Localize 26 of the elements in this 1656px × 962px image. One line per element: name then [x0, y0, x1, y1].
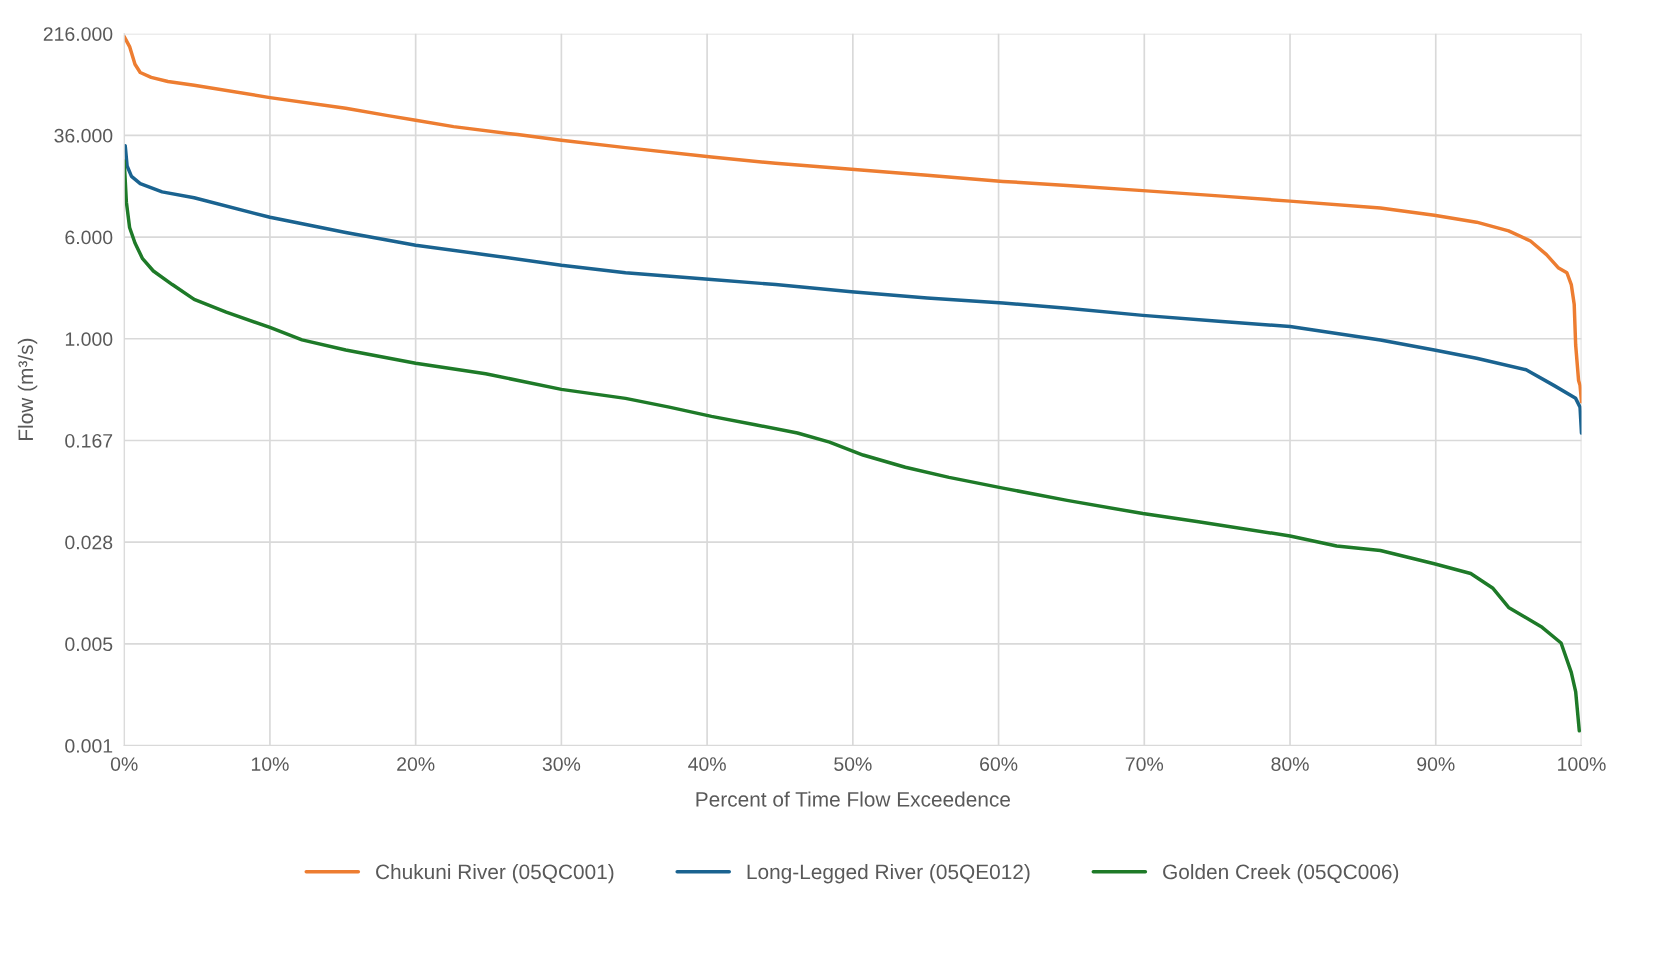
- y-axis-title: Flow (m³/s): [17, 338, 38, 440]
- x-tick-label: 20%: [397, 757, 435, 771]
- y-tick-label: 36.000: [54, 128, 113, 143]
- legend-label: Long-Legged River (05QE012): [747, 863, 1030, 884]
- x-tick-label: 100%: [1558, 757, 1606, 771]
- legend-label: Chukuni River (05QC001): [376, 863, 614, 884]
- line-series: [124, 143, 1582, 435]
- x-tick-label: 50%: [834, 757, 872, 771]
- x-tick-label: 80%: [1271, 757, 1309, 771]
- y-tick-label: 216.000: [43, 27, 113, 41]
- x-axis-title: Percent of Time Flow Exceedence: [696, 791, 1010, 807]
- legend-label: Golden Creek (05QC006): [1163, 863, 1399, 884]
- x-tick-label: 40%: [688, 757, 726, 771]
- x-tick-label: 70%: [1125, 757, 1164, 771]
- x-tick-label: 90%: [1417, 757, 1455, 771]
- x-tick-label: 60%: [980, 757, 1018, 771]
- x-tick-label: 30%: [542, 757, 581, 771]
- y-tick-label: 0.028: [65, 535, 113, 550]
- y-tick-label: 1.000: [65, 332, 113, 347]
- y-tick-label: 0.001: [65, 739, 113, 753]
- y-tick-label: 0.005: [65, 637, 113, 652]
- line-series: [124, 159, 1582, 733]
- x-tick-label: 10%: [251, 757, 289, 771]
- y-tick-label: 6.000: [65, 230, 113, 245]
- x-tick-label: 0%: [110, 757, 138, 771]
- y-tick-label: 0.167: [65, 433, 113, 448]
